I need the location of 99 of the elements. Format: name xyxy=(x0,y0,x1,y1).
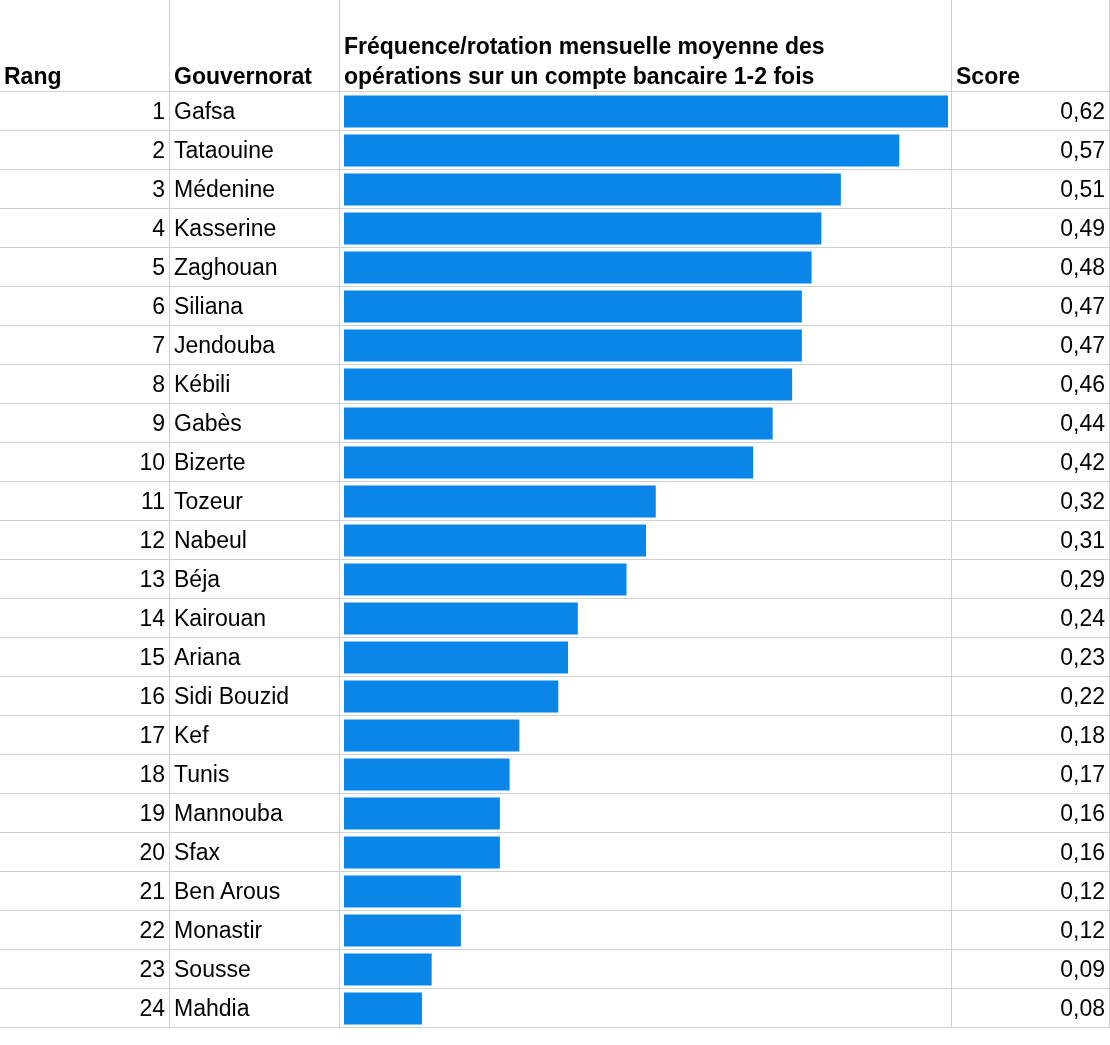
y-tick-label: Kef xyxy=(170,716,340,755)
data-label: 0,47 xyxy=(952,326,1110,365)
y-tick-label: Gabès xyxy=(170,404,340,443)
y2-tick-label: 7 xyxy=(0,326,170,365)
bar xyxy=(344,875,461,908)
y-tick-label: Siliana xyxy=(170,287,340,326)
y-tick-label: Sfax xyxy=(170,833,340,872)
bar xyxy=(344,563,627,596)
y-tick-label: Mahdia xyxy=(170,989,340,1028)
data-label: 0,49 xyxy=(952,209,1110,248)
bar xyxy=(344,251,812,284)
y-tick-label: Kairouan xyxy=(170,599,340,638)
bar xyxy=(344,641,569,674)
data-label: 0,42 xyxy=(952,443,1110,482)
data-label: 0,16 xyxy=(952,794,1110,833)
y-tick-label: Médenine xyxy=(170,170,340,209)
y2-tick-label: 22 xyxy=(0,911,170,950)
data-label: 0,23 xyxy=(952,638,1110,677)
y-tick-label: Jendouba xyxy=(170,326,340,365)
y-tick-label: Ariana xyxy=(170,638,340,677)
data-label: 0,44 xyxy=(952,404,1110,443)
data-label: 0,22 xyxy=(952,677,1110,716)
y-tick-label: Gafsa xyxy=(170,92,340,131)
y2-tick-label: 10 xyxy=(0,443,170,482)
y2-tick-label: 1 xyxy=(0,92,170,131)
data-label: 0,31 xyxy=(952,521,1110,560)
y-tick-label: Sousse xyxy=(170,950,340,989)
data-label: 0,12 xyxy=(952,911,1110,950)
y2-tick-label: 12 xyxy=(0,521,170,560)
bar xyxy=(344,602,578,635)
data-label: 0,51 xyxy=(952,170,1110,209)
y-tick-label: Nabeul xyxy=(170,521,340,560)
y2-tick-label: 3 xyxy=(0,170,170,209)
y-tick-label: Zaghouan xyxy=(170,248,340,287)
data-label: 0,24 xyxy=(952,599,1110,638)
bar xyxy=(344,329,802,362)
bar xyxy=(344,485,656,518)
y2-tick-label: 5 xyxy=(0,248,170,287)
y2-tick-label: 13 xyxy=(0,560,170,599)
bar xyxy=(344,134,900,167)
bar xyxy=(344,953,432,986)
y2-tick-label: 24 xyxy=(0,989,170,1028)
data-label: 0,47 xyxy=(952,287,1110,326)
y-tick-label: Sidi Bouzid xyxy=(170,677,340,716)
data-label: 0,32 xyxy=(952,482,1110,521)
bar xyxy=(344,173,841,206)
y-tick-label: Kasserine xyxy=(170,209,340,248)
data-label: 0,18 xyxy=(952,716,1110,755)
bar xyxy=(344,446,754,479)
y2-tick-label: 17 xyxy=(0,716,170,755)
y-tick-label: Ben Arous xyxy=(170,872,340,911)
data-label: 0,62 xyxy=(952,92,1110,131)
bar xyxy=(344,524,646,557)
y2-tick-label: 2 xyxy=(0,131,170,170)
data-label: 0,09 xyxy=(952,950,1110,989)
bar xyxy=(344,914,461,947)
y-tick-label: Tunis xyxy=(170,755,340,794)
y-tick-label: Bizerte xyxy=(170,443,340,482)
y2-tick-label: 9 xyxy=(0,404,170,443)
y2-tick-label: 4 xyxy=(0,209,170,248)
y2-tick-label: 19 xyxy=(0,794,170,833)
y2-axis-title: Rang xyxy=(4,62,62,91)
chart-title: Fréquence/rotation mensuelle moyenne des opérations sur un compte bancaire 1-2 fois xyxy=(344,32,826,91)
y-tick-label: Tataouine xyxy=(170,131,340,170)
data-label: 0,08 xyxy=(952,989,1110,1028)
bar xyxy=(344,758,510,791)
data-label: 0,57 xyxy=(952,131,1110,170)
y2-tick-label: 16 xyxy=(0,677,170,716)
bar xyxy=(344,797,500,830)
y2-tick-label: 23 xyxy=(0,950,170,989)
y2-tick-label: 11 xyxy=(0,482,170,521)
y-axis-title: Gouvernorat xyxy=(174,62,313,91)
bar xyxy=(344,212,822,245)
bar xyxy=(344,290,802,323)
y2-tick-label: 21 xyxy=(0,872,170,911)
bar xyxy=(344,407,773,440)
bar xyxy=(344,368,793,401)
data-label: 0,46 xyxy=(952,365,1110,404)
y2-tick-label: 8 xyxy=(0,365,170,404)
y-tick-label: Béja xyxy=(170,560,340,599)
data-label: 0,12 xyxy=(952,872,1110,911)
y-tick-label: Kébili xyxy=(170,365,340,404)
data-label: 0,16 xyxy=(952,833,1110,872)
text: Score xyxy=(956,62,1020,91)
bar xyxy=(344,992,422,1025)
data-label: 0,48 xyxy=(952,248,1110,287)
y2-tick-label: 18 xyxy=(0,755,170,794)
y2-tick-label: 20 xyxy=(0,833,170,872)
y2-tick-label: 14 xyxy=(0,599,170,638)
bar xyxy=(344,836,500,869)
data-label: 0,17 xyxy=(952,755,1110,794)
y-tick-label: Monastir xyxy=(170,911,340,950)
bar xyxy=(344,680,559,713)
data-label: 0,29 xyxy=(952,560,1110,599)
y-tick-label: Tozeur xyxy=(170,482,340,521)
y-tick-label: Mannouba xyxy=(170,794,340,833)
y2-tick-label: 6 xyxy=(0,287,170,326)
y2-tick-label: 15 xyxy=(0,638,170,677)
bar xyxy=(344,719,520,752)
